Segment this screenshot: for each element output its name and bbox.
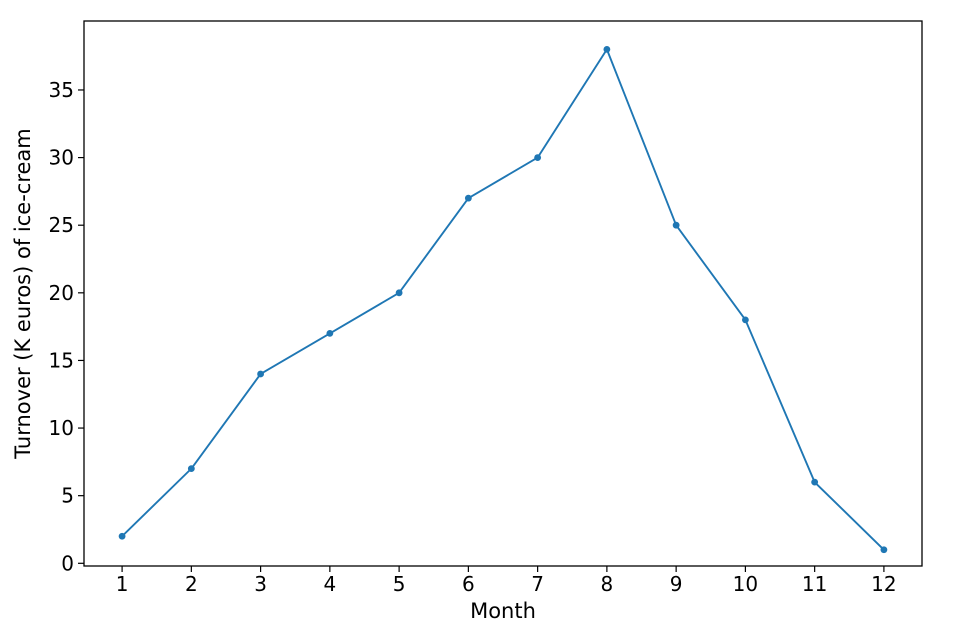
x-tick-label: 6: [462, 572, 475, 596]
y-tick-label: 30: [49, 146, 74, 170]
x-tick-label: 12: [871, 572, 896, 596]
data-point: [326, 329, 334, 337]
x-tick-label: 10: [733, 572, 758, 596]
y-axis-label: Turnover (K euros) of ice-cream: [11, 128, 35, 459]
data-point: [118, 532, 126, 540]
x-tick-label: 1: [116, 572, 129, 596]
x-tick-label: 7: [531, 572, 544, 596]
data-point: [811, 478, 819, 486]
x-tick-label: 9: [670, 572, 683, 596]
y-tick-label: 15: [49, 348, 74, 372]
data-point: [880, 546, 888, 554]
y-tick-label: 25: [49, 213, 74, 237]
y-tick-label: 5: [61, 484, 74, 508]
x-axis-label: Month: [470, 599, 536, 623]
y-tick-label: 20: [49, 281, 74, 305]
data-point: [464, 194, 472, 202]
data-point: [672, 221, 680, 229]
data-point: [603, 45, 611, 53]
data-point: [534, 154, 542, 161]
plot-border: [83, 20, 923, 567]
x-tick-label: 4: [323, 572, 336, 596]
x-tick-label: 3: [254, 572, 267, 596]
x-tick-label: 11: [802, 572, 827, 596]
data-point: [187, 465, 195, 473]
y-tick-label: 0: [61, 551, 74, 575]
x-tick-label: 2: [185, 572, 198, 596]
data-point: [395, 289, 403, 297]
series-line: [121, 48, 885, 551]
y-tick-label: 10: [49, 416, 74, 440]
y-tick-label: 35: [49, 78, 74, 102]
data-point: [257, 370, 265, 378]
x-tick-label: 8: [601, 572, 614, 596]
data-point: [741, 316, 749, 324]
x-tick-label: 5: [393, 572, 406, 596]
